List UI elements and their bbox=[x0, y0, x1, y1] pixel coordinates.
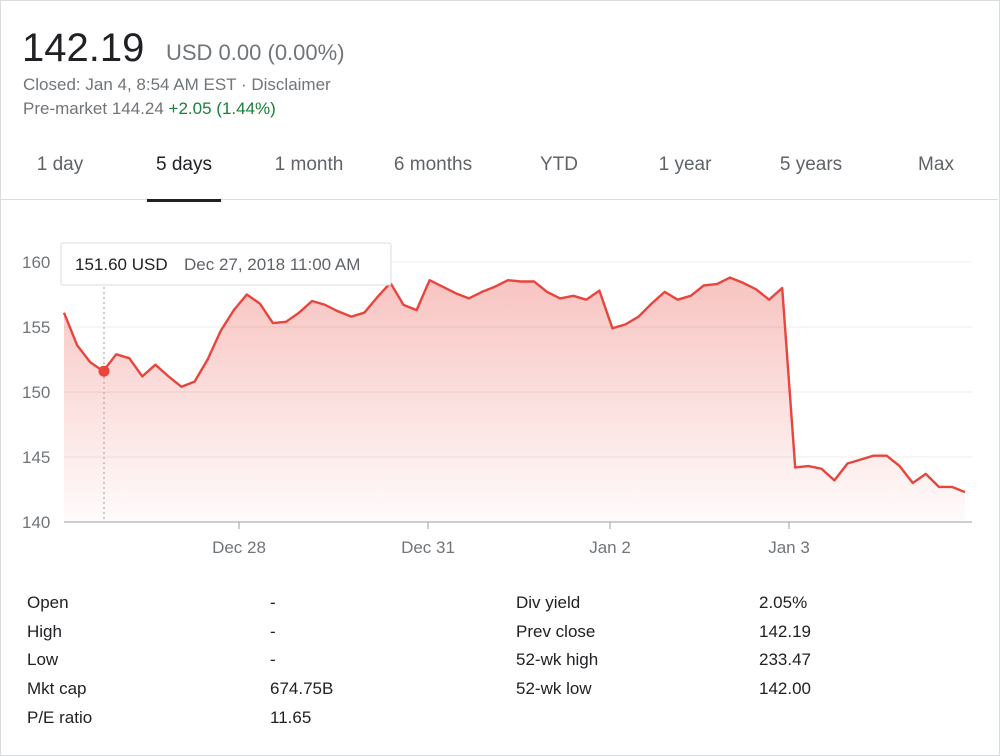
stat-value: 142.00 bbox=[759, 679, 811, 698]
stat-value: 11.65 bbox=[270, 708, 312, 727]
premarket-price: 144.24 bbox=[111, 99, 164, 118]
tab-ytd[interactable]: YTD bbox=[540, 154, 578, 175]
stat-label: 52-wk low bbox=[516, 679, 592, 698]
y-tick-label: 155 bbox=[22, 318, 50, 337]
stat-label: 52-wk high bbox=[516, 650, 599, 669]
active-tab-indicator bbox=[147, 199, 221, 202]
tooltip-datetime: Dec 27, 2018 11:00 AM bbox=[184, 255, 360, 274]
y-tick-label: 160 bbox=[22, 253, 50, 272]
stat-label: Mkt cap bbox=[27, 679, 87, 698]
tab-5-years[interactable]: 5 years bbox=[779, 154, 843, 175]
tab-1-month[interactable]: 1 month bbox=[274, 154, 344, 175]
stat-label: High bbox=[27, 622, 62, 641]
stat-value: 674.75B bbox=[270, 679, 334, 698]
x-tick-label: Dec 28 bbox=[212, 538, 266, 557]
closed-time: Closed: Jan 4, 8:54 AM EST bbox=[23, 75, 237, 94]
y-tick-label: 140 bbox=[22, 513, 50, 532]
current-price: 142.19 bbox=[22, 26, 145, 70]
tab-5-days[interactable]: 5 days bbox=[156, 154, 212, 175]
stat-value: - bbox=[270, 650, 276, 669]
stat-label: Open bbox=[27, 593, 69, 612]
tooltip-price: 151.60 USD bbox=[75, 255, 168, 274]
stat-label: Div yield bbox=[516, 593, 581, 612]
y-axis: 140 145 150 155 160 bbox=[22, 253, 50, 532]
tab-1-year[interactable]: 1 year bbox=[658, 154, 712, 175]
y-tick-label: 150 bbox=[22, 383, 50, 402]
stat-value: 142.19 bbox=[759, 622, 811, 641]
stat-label: P/E ratio bbox=[27, 708, 93, 727]
tab-1-day[interactable]: 1 day bbox=[36, 154, 84, 175]
stat-value: 2.05% bbox=[759, 593, 808, 612]
separator-dot: · bbox=[236, 75, 252, 94]
x-axis: Dec 28 Dec 31 Jan 2 Jan 3 bbox=[64, 521, 972, 557]
price-area bbox=[64, 277, 965, 522]
price-series-line bbox=[62, 276, 966, 494]
x-tick-label: Jan 3 bbox=[768, 538, 810, 557]
closed-status: Closed: Jan 4, 8:54 AM EST · Disclaimer bbox=[23, 75, 331, 95]
stat-label: Low bbox=[27, 650, 59, 669]
stat-value: - bbox=[270, 593, 276, 612]
premarket-change: +2.05 (1.44%) bbox=[168, 99, 276, 118]
stat-value: - bbox=[270, 622, 276, 641]
x-tick-label: Dec 31 bbox=[401, 538, 455, 557]
time-range-tabs: 1 day 5 days 1 month 6 months YTD 1 year… bbox=[0, 135, 998, 200]
tab-max[interactable]: Max bbox=[918, 154, 954, 175]
price-chart[interactable]: 140 145 150 155 160 Dec 28 Dec 31 Jan 2 Jan 3 1… bbox=[0, 202, 1000, 572]
y-tick-label: 145 bbox=[22, 448, 50, 467]
stat-label: Prev close bbox=[516, 622, 596, 641]
stat-value: 233.47 bbox=[759, 650, 811, 669]
premarket-status: Pre-market 144.24 +2.05 (1.44%) bbox=[23, 99, 276, 119]
price-change: USD 0.00 (0.00%) bbox=[166, 40, 345, 65]
tooltip: 151.60 USD Dec 27, 2018 11:00 AM bbox=[60, 242, 392, 286]
hover-point bbox=[98, 365, 110, 377]
disclaimer-link[interactable]: Disclaimer bbox=[251, 75, 331, 94]
tab-6-months[interactable]: 6 months bbox=[393, 154, 473, 175]
x-tick-label: Jan 2 bbox=[589, 538, 631, 557]
premarket-label: Pre-market bbox=[23, 99, 108, 118]
